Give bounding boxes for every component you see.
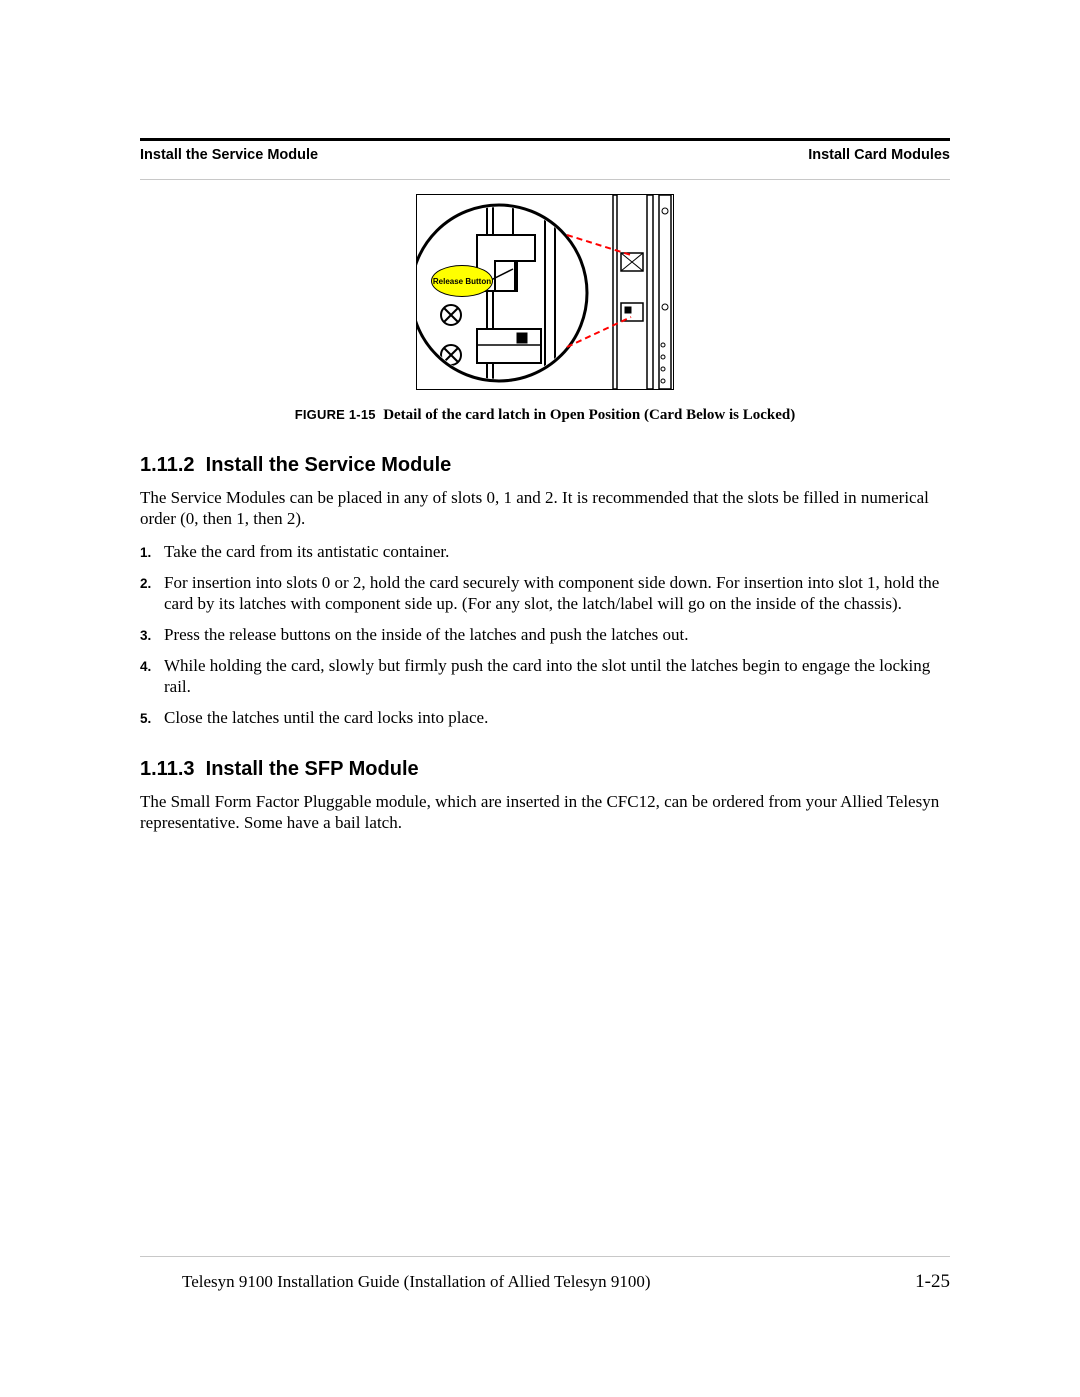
header-right: Install Card Modules xyxy=(808,147,950,163)
callout-text: Release Button xyxy=(433,277,491,286)
section-title: Install the SFP Module xyxy=(206,758,419,780)
step-item: While holding the card, slowly but firml… xyxy=(140,655,950,697)
figure-illustration: Release Button xyxy=(416,194,674,390)
header-left: Install the Service Module xyxy=(140,147,318,163)
figure-caption: FIGURE 1-15 Detail of the card latch in … xyxy=(140,407,950,424)
page: Install the Service Module Install Card … xyxy=(0,0,1080,1397)
section-number: 1.11.2 xyxy=(140,454,195,476)
install-service-module-steps: Take the card from its antistatic contai… xyxy=(140,541,950,728)
section-1-intro: The Service Modules can be placed in any… xyxy=(140,487,950,529)
section-2-intro: The Small Form Factor Pluggable module, … xyxy=(140,791,950,833)
step-item: Take the card from its antistatic contai… xyxy=(140,541,950,562)
section-heading-1-11-3: 1.11.3 Install the SFP Module xyxy=(140,758,950,781)
step-item: Press the release buttons on the inside … xyxy=(140,624,950,645)
section-title: Install the Service Module xyxy=(206,454,452,476)
header-subrule xyxy=(140,179,950,180)
figure-1-15: Release Button FIGURE 1-15 Detail of the… xyxy=(140,194,950,424)
step-item: Close the latches until the card locks i… xyxy=(140,707,950,728)
figure-caption-text: Detail of the card latch in Open Positio… xyxy=(383,407,795,423)
footer-page-number: 1-25 xyxy=(915,1271,950,1293)
page-footer: Telesyn 9100 Installation Guide (Install… xyxy=(140,1256,950,1293)
section-number: 1.11.3 xyxy=(140,758,195,780)
footer-doc-title: Telesyn 9100 Installation Guide (Install… xyxy=(140,1272,651,1292)
release-button-callout: Release Button xyxy=(431,265,493,297)
header-rule xyxy=(140,138,950,141)
footer-rule xyxy=(140,1256,950,1257)
figure-label: FIGURE 1-15 xyxy=(295,407,376,422)
running-header: Install the Service Module Install Card … xyxy=(140,147,950,179)
section-heading-1-11-2: 1.11.2 Install the Service Module xyxy=(140,454,950,477)
step-item: For insertion into slots 0 or 2, hold th… xyxy=(140,572,950,614)
